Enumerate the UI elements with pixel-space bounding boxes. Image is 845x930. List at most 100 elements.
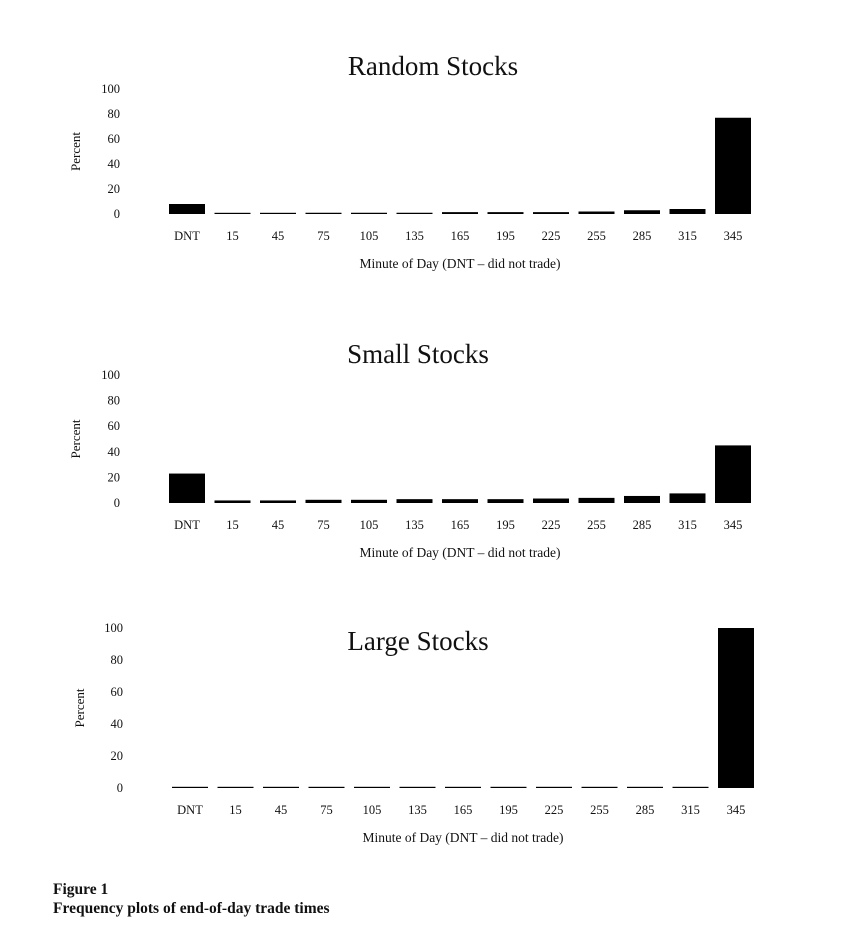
x-tick-label: 45	[272, 229, 285, 243]
bar	[169, 204, 205, 214]
y-tick-label: 0	[114, 496, 120, 510]
bar	[396, 212, 433, 214]
x-tick-label: 75	[320, 803, 333, 817]
bar	[715, 117, 751, 214]
x-axis-label: Minute of Day (DNT – did not trade)	[359, 545, 560, 560]
chart-title: Large Stocks	[347, 626, 488, 656]
chart-panel-2: Small Stocks 100 80 60 40 20 0 Percent DNT 15 45 75…	[68, 339, 751, 560]
x-tick-label: 105	[360, 518, 379, 532]
x-tick-label: 195	[496, 229, 515, 243]
x-tick-label: 285	[636, 803, 655, 817]
y-tick-label: 60	[108, 419, 121, 433]
caption-label: Figure 1	[53, 881, 109, 898]
y-tick-label: 0	[114, 207, 120, 221]
x-tick-label: 45	[272, 518, 285, 532]
chart-panel-3: Large Stocks 100 80 60 40 20 0 Percent DNT 15 45 75…	[72, 621, 754, 845]
bar	[627, 786, 663, 788]
bar	[669, 493, 706, 503]
y-tick-label: 80	[108, 107, 121, 121]
x-tick-label: 255	[587, 518, 606, 532]
bar	[308, 786, 345, 788]
x-tick-label: 225	[542, 229, 561, 243]
x-tick-label: 135	[408, 803, 427, 817]
bar	[396, 499, 433, 503]
bar	[217, 786, 254, 788]
x-tick-label: 315	[681, 803, 700, 817]
x-tick-label: 345	[727, 803, 746, 817]
y-tick-label: 0	[117, 781, 123, 795]
bar	[624, 495, 660, 503]
bar	[487, 499, 524, 503]
y-axis-label: Percent	[68, 419, 83, 458]
bar	[172, 786, 208, 788]
x-tick-label: DNT	[174, 229, 200, 243]
y-tick-label: 80	[108, 394, 121, 408]
y-tick-label: 100	[101, 368, 120, 382]
x-tick-label: 315	[678, 229, 697, 243]
bar	[351, 212, 387, 214]
bar	[445, 786, 481, 788]
bar	[533, 212, 569, 214]
bar	[214, 500, 251, 503]
y-tick-label: 40	[111, 717, 124, 731]
y-tick-label: 20	[111, 749, 124, 763]
chart-title: Random Stocks	[348, 51, 518, 81]
bar	[354, 786, 390, 788]
y-tick-label: 100	[101, 82, 120, 96]
chart-panel-1: Random Stocks 100 80 60 40 20 0 Percent DNT 15 45 7…	[68, 51, 751, 271]
caption-text: Frequency plots of end-of-day trade time…	[53, 900, 330, 917]
bar	[260, 212, 296, 214]
bar	[715, 445, 751, 503]
bar	[305, 212, 342, 214]
bar	[669, 209, 706, 214]
bar	[672, 786, 709, 788]
bar	[536, 786, 572, 788]
bar	[624, 210, 660, 214]
x-tick-label: 165	[451, 229, 470, 243]
y-tick-label: 40	[108, 445, 121, 459]
bar	[490, 786, 527, 788]
bar	[578, 211, 615, 214]
x-tick-label: 75	[317, 518, 330, 532]
x-tick-label: 255	[587, 229, 606, 243]
y-tick-label: 40	[108, 157, 121, 171]
x-tick-label: 135	[405, 518, 424, 532]
bar	[305, 499, 342, 503]
x-tick-label: 195	[496, 518, 515, 532]
y-tick-label: 60	[111, 685, 124, 699]
x-tick-label: 15	[226, 229, 239, 243]
y-axis-label: Percent	[72, 688, 87, 727]
bar	[578, 497, 615, 503]
x-tick-label: 225	[542, 518, 561, 532]
x-tick-label: 255	[590, 803, 609, 817]
x-tick-label: DNT	[177, 803, 203, 817]
x-tick-label: 15	[226, 518, 239, 532]
x-tick-label: 75	[317, 229, 330, 243]
y-tick-label: 60	[108, 132, 121, 146]
y-tick-label: 20	[108, 182, 121, 196]
x-tick-label: 165	[454, 803, 473, 817]
x-tick-label: 105	[360, 229, 379, 243]
y-axis-label: Percent	[68, 132, 83, 171]
y-tick-label: 80	[111, 653, 124, 667]
x-tick-label: 285	[633, 518, 652, 532]
x-tick-label: 285	[633, 229, 652, 243]
bar	[487, 212, 524, 214]
x-tick-label: 135	[405, 229, 424, 243]
bar	[581, 786, 618, 788]
x-tick-label: 105	[363, 803, 382, 817]
bar	[351, 499, 387, 503]
bar	[442, 499, 478, 503]
y-tick-label: 20	[108, 470, 121, 484]
x-tick-label: 315	[678, 518, 697, 532]
x-tick-label: 345	[724, 229, 743, 243]
y-tick-label: 100	[104, 621, 123, 635]
bar	[214, 212, 251, 214]
x-tick-label: 225	[545, 803, 564, 817]
chart-title: Small Stocks	[347, 339, 489, 369]
x-axis-label: Minute of Day (DNT – did not trade)	[359, 256, 560, 271]
x-axis-label: Minute of Day (DNT – did not trade)	[362, 830, 563, 845]
bar	[169, 473, 205, 503]
x-tick-label: 15	[229, 803, 242, 817]
